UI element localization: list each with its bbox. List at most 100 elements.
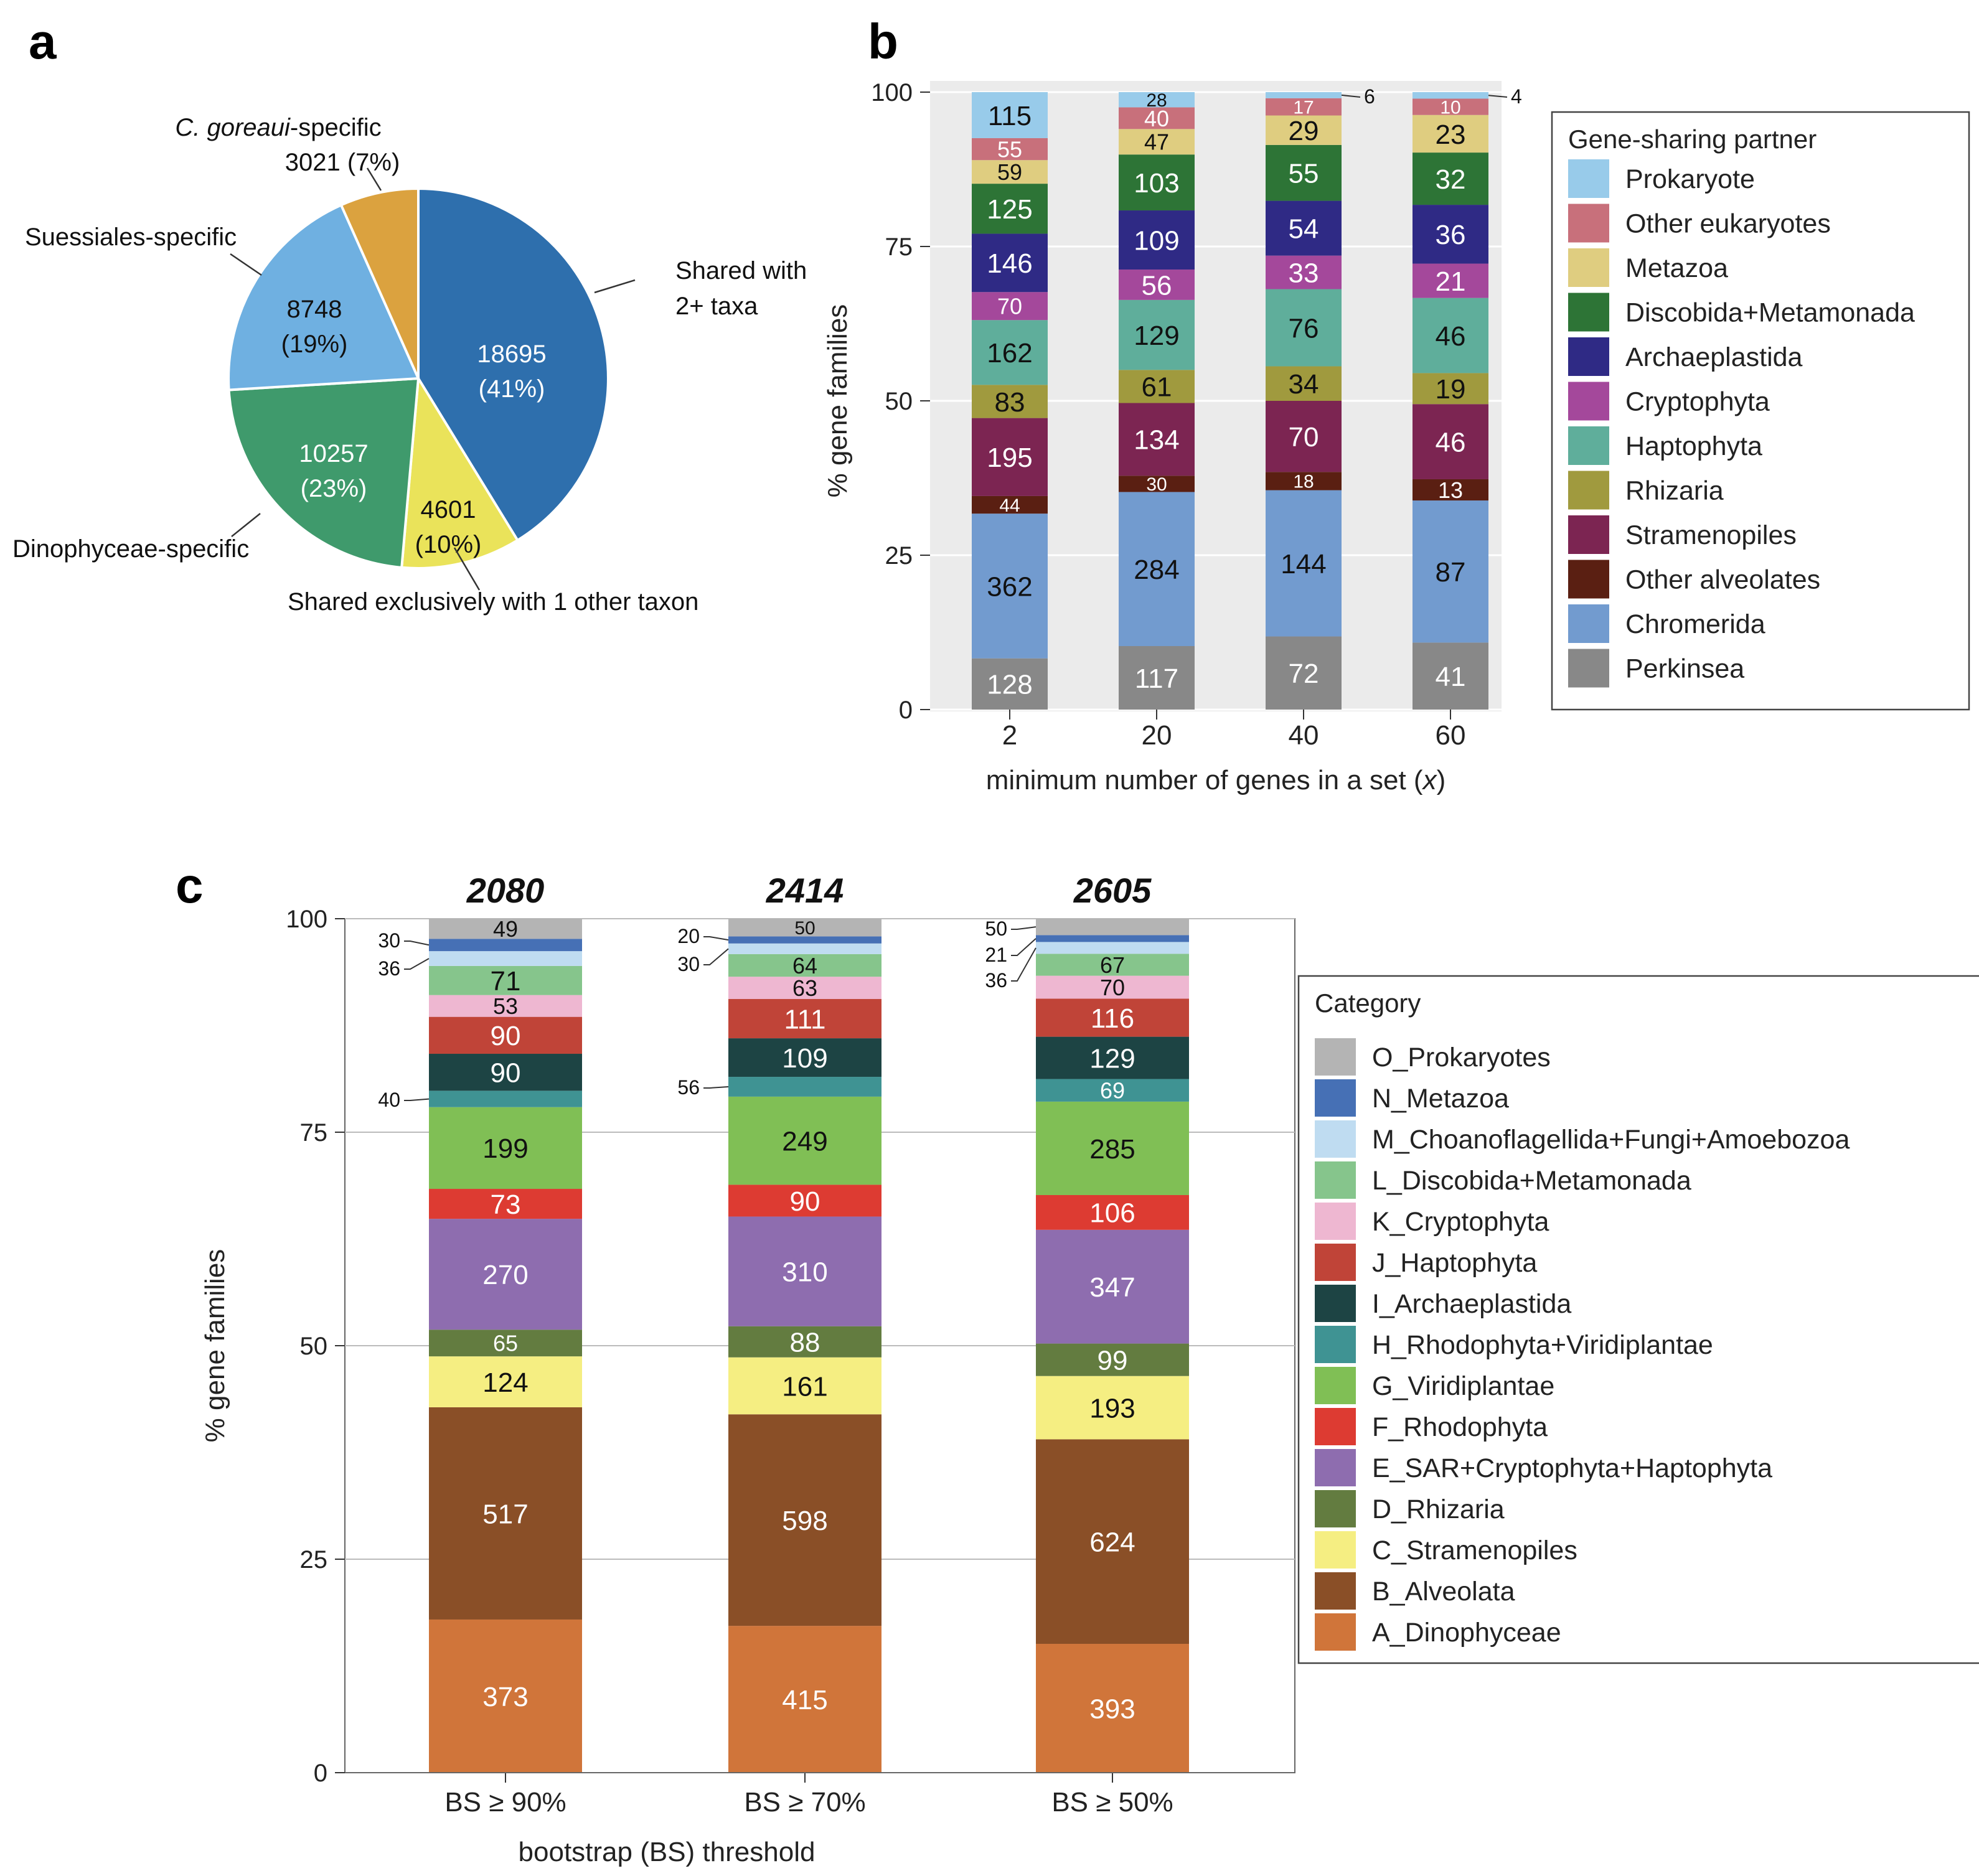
- legend-title: Gene-sharing partner: [1568, 124, 1817, 154]
- value-label-chromerida-2: 362: [987, 571, 1032, 602]
- value-label-stramenopiles-2: 195: [987, 443, 1032, 473]
- bar-segment-e-sar-cryptophyta-haptophyta-bs-90: [429, 1219, 582, 1330]
- bar-segment-n-metazoa-bs-90: [429, 939, 582, 952]
- bar-segment-k-cryptophyta-bs-70: [728, 977, 881, 1000]
- pie-slice-c-goreaui-specific: [339, 187, 420, 379]
- legend-swatch-f-rhodophyta: [1315, 1408, 1356, 1445]
- bar-segment-metazoa-2: [972, 160, 1048, 184]
- legend-swatch-prokaryote: [1568, 159, 1609, 198]
- legend-label-metazoa: Metazoa: [1625, 253, 1728, 283]
- value-label-chromerida-60: 87: [1436, 557, 1466, 588]
- value-leader: [1488, 95, 1508, 98]
- value-label-o-prokaryotes-bs-90: 49: [493, 916, 518, 942]
- value-label-archaeplastida-40: 54: [1289, 213, 1319, 244]
- bar-segment-o-prokaryotes-bs-50: [1036, 919, 1189, 936]
- value-label-haptophyta-40: 76: [1289, 313, 1319, 344]
- y-tick-label: 50: [300, 1333, 328, 1360]
- legend-label-a-dinophyceae: A_Dinophyceae: [1372, 1618, 1561, 1648]
- bar-segment-b-alveolata-bs-90: [429, 1407, 582, 1620]
- value-label-f-rhodophyta-bs-70: 90: [790, 1186, 820, 1217]
- pie-slice-shared-exclusively-with-1-other-taxon: [400, 374, 520, 570]
- value-label-n-metazoa-bs-90: 30: [378, 929, 400, 952]
- bar-segment-other-alveolates-20: [1119, 476, 1195, 492]
- legend-label-rhizaria: Rhizaria: [1625, 476, 1724, 506]
- legend-label-stramenopiles: Stramenopiles: [1625, 520, 1797, 550]
- value-label-cryptophyta-60: 21: [1436, 266, 1466, 297]
- bar-segment-k-cryptophyta-bs-50: [1036, 975, 1189, 999]
- value-label-stramenopiles-20: 134: [1134, 425, 1179, 456]
- value-label-h-rhodophyta-viridiplantae-bs-50: 69: [1100, 1078, 1125, 1104]
- legend-label-cryptophyta: Cryptophyta: [1625, 387, 1770, 417]
- bar-segment-g-viridiplantae-bs-50: [1036, 1101, 1189, 1195]
- bar-segment-other-eukaryotes-60: [1413, 98, 1488, 115]
- bar-segment-i-archaeplastida-bs-70: [728, 1038, 881, 1077]
- legend-swatch-chromerida: [1568, 604, 1609, 643]
- legend-swatch-o-prokaryotes: [1315, 1038, 1356, 1076]
- legend-label-other-eukaryotes: Other eukaryotes: [1625, 209, 1831, 239]
- panel-label-a: a: [29, 14, 57, 69]
- value-leader: [404, 1098, 430, 1101]
- value-label-prokaryote-40: 6: [1364, 85, 1375, 108]
- bar-segment-m-choanoflagellida-fungi-amoebozoa-bs-70: [728, 943, 881, 954]
- stacked-bar-chart-b: 0 25 50 75 100 % gene families minimum number …: [822, 79, 1970, 795]
- value-label-other-eukaryotes-60: 10: [1440, 97, 1460, 118]
- bar-segment-discobida-metamonada-40: [1266, 144, 1342, 201]
- bar-segment-i-archaeplastida-bs-90: [429, 1054, 582, 1091]
- value-label-c-stramenopiles-bs-50: 193: [1089, 1393, 1135, 1423]
- bar-segment-other-eukaryotes-40: [1266, 98, 1342, 116]
- bar-segment-discobida-metamonada-20: [1119, 154, 1195, 211]
- x-tick-label: BS ≥ 90%: [444, 1787, 566, 1817]
- bar-segment-h-rhodophyta-viridiplantae-bs-70: [728, 1077, 881, 1097]
- value-label-i-archaeplastida-bs-70: 109: [782, 1043, 827, 1074]
- value-label-other-eukaryotes-2: 55: [997, 137, 1022, 162]
- bar-segment-m-choanoflagellida-fungi-amoebozoa-bs-90: [429, 951, 582, 966]
- legend-swatch-n-metazoa: [1315, 1079, 1356, 1117]
- legend-label-e-sar-cryptophyta-haptophyta: E_SAR+Cryptophyta+Haptophyta: [1372, 1453, 1772, 1483]
- bar-segment-other-eukaryotes-2: [972, 138, 1048, 161]
- value-label-haptophyta-2: 162: [987, 338, 1032, 368]
- value-label-d-rhizaria-bs-50: 99: [1098, 1345, 1128, 1376]
- value-label-k-cryptophyta-bs-70: 63: [792, 975, 817, 1001]
- value-label-cryptophyta-40: 33: [1289, 258, 1319, 288]
- value-label-a-dinophyceae-bs-70: 415: [782, 1685, 827, 1715]
- bar-segment-b-alveolata-bs-70: [728, 1414, 881, 1626]
- bar-segment-g-viridiplantae-bs-70: [728, 1096, 881, 1185]
- value-label-j-haptophyta-bs-90: 90: [491, 1021, 521, 1051]
- bar-segment-other-eukaryotes-20: [1119, 107, 1195, 129]
- legend-swatch-haptophyta: [1568, 426, 1609, 465]
- bar-segment-a-dinophyceae-bs-90: [429, 1619, 582, 1773]
- value-label-i-archaeplastida-bs-50: 129: [1089, 1043, 1135, 1074]
- value-label-archaeplastida-2: 146: [987, 248, 1032, 279]
- value-leader: [404, 958, 430, 970]
- x-axis-label: minimum number of genes in a set (x): [986, 765, 1446, 795]
- legend-swatch-metazoa: [1568, 248, 1609, 287]
- value-label-prokaryote-2: 115: [988, 101, 1032, 131]
- legend-label-f-rhodophyta: F_Rhodophyta: [1372, 1412, 1548, 1442]
- value-label-m-choanoflagellida-fungi-amoebozoa-bs-70: 30: [677, 953, 700, 975]
- bar-segment-archaeplastida-60: [1413, 205, 1488, 264]
- y-axis-label: % gene families: [822, 304, 853, 498]
- legend-label-j-haptophyta: J_Haptophyta: [1372, 1248, 1537, 1278]
- bar-segment-chromerida-60: [1413, 500, 1488, 643]
- legend-swatch-a-dinophyceae: [1315, 1613, 1356, 1651]
- legend-label-h-rhodophyta-viridiplantae: H_Rhodophyta+Viridiplantae: [1372, 1330, 1713, 1360]
- legend-label-prokaryote: Prokaryote: [1625, 164, 1755, 194]
- pie-leader-c-goreaui-specific: [366, 167, 382, 191]
- value-label-perkinsea-20: 117: [1135, 664, 1178, 694]
- bar-segment-discobida-metamonada-2: [972, 184, 1048, 234]
- value-label-i-archaeplastida-bs-90: 90: [491, 1058, 521, 1089]
- value-label-other-eukaryotes-40: 17: [1293, 97, 1314, 118]
- bar-segment-haptophyta-40: [1266, 289, 1342, 367]
- legend-swatch-other-alveolates: [1568, 560, 1609, 599]
- bar-segment-prokaryote-20: [1119, 92, 1195, 108]
- pie-label-shared-with-2-taxa: Shared with: [675, 257, 807, 284]
- bar-segment-l-discobida-metamonada-bs-70: [728, 954, 881, 977]
- bar-segment-j-haptophyta-bs-50: [1036, 998, 1189, 1037]
- legend-swatch-discobida-metamonada: [1568, 293, 1609, 332]
- legend-swatch-perkinsea: [1568, 649, 1609, 688]
- value-label-f-rhodophyta-bs-90: 73: [491, 1189, 521, 1220]
- legend-box: [1297, 975, 1979, 1664]
- bar-segment-stramenopiles-20: [1119, 403, 1195, 476]
- value-label-j-haptophyta-bs-70: 111: [784, 1004, 826, 1034]
- bar-segment-a-dinophyceae-bs-70: [728, 1626, 881, 1773]
